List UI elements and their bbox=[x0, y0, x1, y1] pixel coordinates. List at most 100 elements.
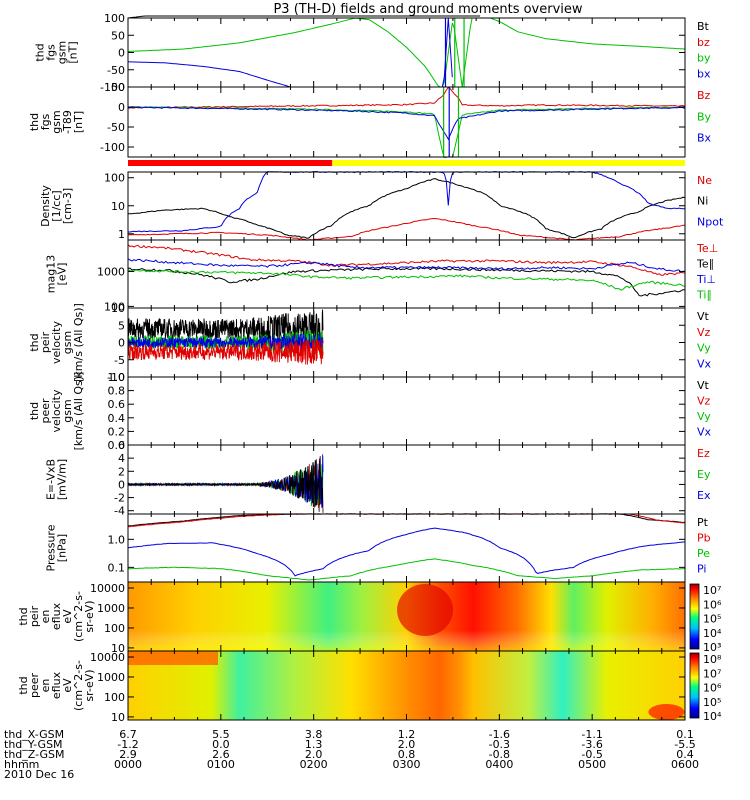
ytick-label: 50 bbox=[111, 81, 125, 94]
panel-peir_vel-ylabel: peir bbox=[39, 331, 52, 353]
legend-fgs-2: by bbox=[697, 52, 711, 65]
legend-density-2: Npot bbox=[697, 215, 724, 228]
panel-peir_vel-ylabel: velocity bbox=[50, 321, 63, 364]
footer-ephemeris: thd_X-GSM 6.7 5.5 3.8 1.2 -1.6 -1.1 0.1 thd_Y-GS… bbox=[4, 728, 699, 781]
ytick-label: 100 bbox=[104, 300, 125, 313]
panel-density-data bbox=[128, 170, 685, 241]
ytick-label: -50 bbox=[107, 121, 125, 134]
panel-peir_en: 10000 1000 100 10 thdpeirenefluxeV(cm^2-s-sr… bbox=[17, 581, 722, 655]
efield-trace bbox=[128, 454, 324, 508]
panel-pressure: 1.0 0.1 Pressure[nPa] Pt Pb Pe Pi bbox=[45, 513, 711, 583]
legend-temp-0: Te⊥ bbox=[696, 242, 718, 255]
ytick-label: 100 bbox=[104, 622, 125, 635]
legend-efield-0: Ez bbox=[697, 447, 710, 460]
panel-fgs-ylabel: fgs bbox=[45, 44, 58, 61]
ytick-label: 1 bbox=[118, 228, 125, 241]
footer-value: 5.5 bbox=[212, 728, 230, 741]
panel-stack: 100500-50-100thdfgsgsm[nT]Btbzbybx500-50… bbox=[17, 12, 724, 724]
footer-value: -1.6 bbox=[489, 728, 510, 741]
footer-value: 0.8 bbox=[398, 748, 416, 761]
legend-efield-1: Ey bbox=[697, 468, 711, 481]
legend-fgs-0: Bt bbox=[697, 20, 710, 33]
footer-row-label: thd_X-GSM bbox=[4, 728, 64, 741]
footer-row-label: thd_Y-GSM bbox=[4, 738, 63, 751]
panel-fgs_dtr-ylabel: fgs bbox=[39, 113, 52, 130]
panel-pressure-ylabel: Pressure bbox=[45, 524, 58, 571]
ytick-label: -5 bbox=[114, 354, 125, 367]
series-density-Ni bbox=[128, 178, 685, 239]
peir-velocity-Vz_band bbox=[128, 338, 324, 365]
panel-density-ylabel: [cm-3] bbox=[61, 188, 74, 224]
footer-value: -1.2 bbox=[117, 738, 138, 751]
series-pressure-Pi bbox=[128, 527, 685, 577]
legend-temp-1: Te∥ bbox=[696, 258, 714, 271]
ytick-label: 0 bbox=[118, 337, 125, 350]
ytick-label: 0.4 bbox=[108, 412, 126, 425]
panel-efield-ylabel: E=-VxB bbox=[45, 459, 58, 500]
series-fgs_dtr-By bbox=[128, 106, 685, 159]
series-fgs_dtr-Bz bbox=[128, 86, 685, 109]
panel-peer_vel-ylabel: peer bbox=[39, 398, 52, 424]
panel-peir_en-ylabel: en bbox=[39, 610, 52, 624]
ytick-label: 100 bbox=[104, 172, 125, 185]
footer-date: 2010 Dec 16 bbox=[4, 768, 74, 781]
electron-spectrogram-band bbox=[128, 651, 218, 665]
legend-peer_vel-3: Vx bbox=[697, 426, 712, 439]
footer-value: 0.0 bbox=[212, 738, 230, 751]
series-density-Npot bbox=[128, 170, 685, 233]
plot-title: P3 (TH-D) fields and ground moments over… bbox=[273, 2, 582, 17]
mode-bar-segment-0 bbox=[128, 160, 333, 166]
legend-fgs_dtr-0: Bz bbox=[697, 89, 711, 102]
ytick-label: 100 bbox=[104, 691, 125, 704]
footer-value: 1.2 bbox=[398, 728, 416, 741]
panel-peir_en-ylabel: thd bbox=[17, 607, 30, 625]
footer-value: 6.7 bbox=[119, 728, 137, 741]
footer-value: 2.6 bbox=[212, 748, 230, 761]
panel-peer_en-ylabel: en bbox=[39, 679, 52, 693]
panel-peer_en-ylabel: sr-eV) bbox=[83, 669, 96, 701]
footer-value: 2.0 bbox=[398, 738, 416, 751]
series-fgs-Bt bbox=[128, 15, 481, 19]
ytick-label: 1.0 bbox=[108, 371, 126, 384]
panel-fgs_dtr-data bbox=[128, 86, 685, 159]
panel-peir_vel-ylabel: [km/s (All Qs)] bbox=[72, 303, 85, 382]
panel-fgs_dtr-ylabel: thd bbox=[28, 113, 41, 131]
electron-spectrogram-hot bbox=[648, 704, 685, 720]
panel-peir_vel-data bbox=[128, 309, 324, 365]
legend-peir_vel-3: Vx bbox=[697, 357, 712, 370]
panel-peer_vel-ylabel: thd bbox=[28, 402, 41, 420]
legend-peir_vel-1: Vz bbox=[697, 326, 711, 339]
panel-temp: 1000 100 mag13[eV] Te⊥ Te∥ Ti⊥ Ti∥ bbox=[45, 239, 718, 313]
panel-peir_vel-ylabel: gsm bbox=[61, 331, 74, 354]
legend-efield-2: Ex bbox=[697, 489, 711, 502]
panel-peer_vel-frame bbox=[127, 376, 686, 446]
colorbar-label: 10⁷ bbox=[703, 667, 721, 680]
ytick-label: -50 bbox=[107, 64, 125, 77]
footer-value: 0300 bbox=[393, 758, 421, 771]
panel-fgs_dtr-ylabel: [nT] bbox=[72, 111, 85, 133]
ytick-label: 0.8 bbox=[108, 385, 126, 398]
footer-value: 0000 bbox=[114, 758, 142, 771]
panel-density-frame bbox=[127, 171, 686, 241]
panel-temp-ylabel: [eV] bbox=[56, 263, 69, 286]
panel-peir_en-ylabel: eV bbox=[61, 609, 74, 624]
legend-fgs_dtr-2: Bx bbox=[697, 132, 712, 145]
panel-density: 100 10 1 Density[1/cc][cm-3] Ne Ni Npot bbox=[39, 170, 724, 241]
colorbar-peir_en bbox=[689, 583, 700, 650]
legend-peer_vel-2: Vy bbox=[697, 410, 711, 423]
panel-pressure-data bbox=[128, 513, 685, 581]
ytick-label: 1000 bbox=[97, 671, 125, 684]
legend-density-0: Ne bbox=[697, 174, 712, 187]
footer-value: 2.9 bbox=[119, 748, 137, 761]
panel-efield-frame bbox=[127, 444, 686, 515]
legend-fgs-3: bx bbox=[697, 67, 711, 80]
legend-peir_vel-2: Vy bbox=[697, 342, 711, 355]
panel-temp-data bbox=[128, 244, 685, 297]
ytick-label: 0.0 bbox=[108, 439, 126, 452]
ytick-label: 10 bbox=[111, 200, 125, 213]
panel-fgs-ylabel: [nT] bbox=[67, 41, 80, 63]
panel-peir_vel-ylabel: thd bbox=[28, 333, 41, 351]
